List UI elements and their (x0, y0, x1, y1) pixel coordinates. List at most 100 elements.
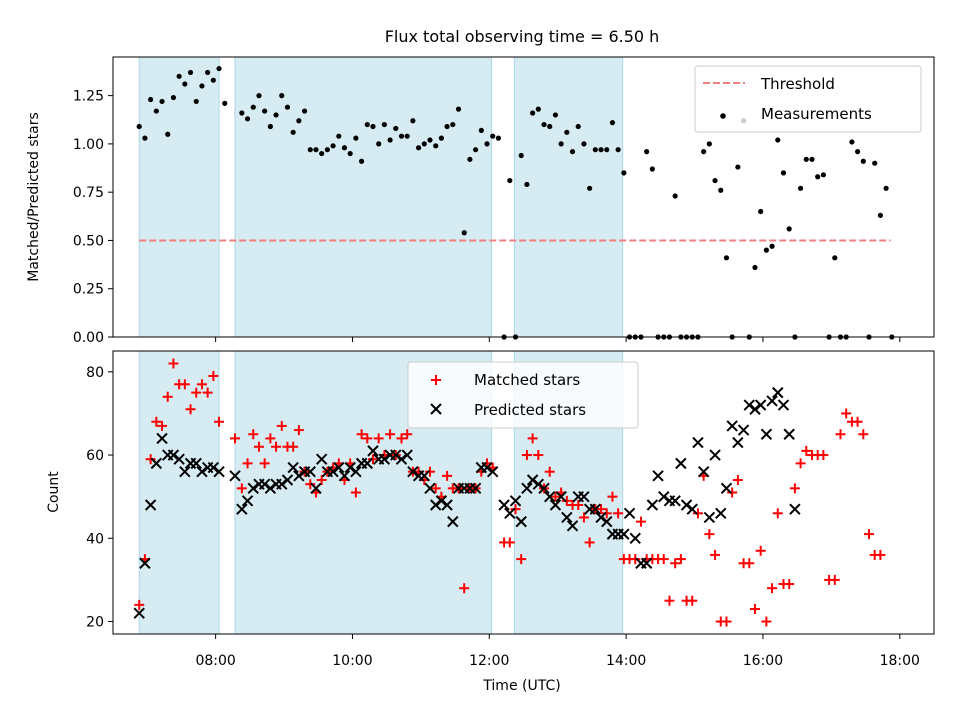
y-tick-label: 0.00 (73, 330, 104, 346)
matched-star-point (550, 491, 561, 502)
predicted-star-point (133, 607, 145, 619)
matched-star-point (367, 454, 378, 465)
predicted-star-point (509, 495, 522, 507)
predicted-star-point (732, 436, 744, 449)
matched-star-point (248, 429, 259, 440)
matched-star-point (687, 595, 698, 606)
measurement-point (165, 131, 171, 137)
measurement-point (621, 170, 627, 176)
matched-star-point (858, 429, 869, 440)
measurement-point (438, 135, 444, 141)
matched-star-point (692, 508, 703, 519)
measurement-point (364, 121, 370, 128)
predicted-star-point (549, 499, 562, 511)
predicted-star-point (640, 557, 653, 569)
measurement-point (450, 121, 456, 128)
matched-star-point (516, 554, 527, 565)
measurement-point (307, 147, 313, 153)
top-axis-ticks: 0.00 0.25 0.50 0.75 1.00 1.25 (73, 89, 901, 346)
measurement-point (341, 145, 348, 151)
measurement-point (581, 141, 587, 147)
observing-interval (138, 56, 220, 338)
matched-star-point (829, 574, 840, 585)
matched-star-point (288, 441, 299, 452)
bottom-legend-box (407, 361, 639, 429)
matched-star-point (664, 595, 675, 606)
predicted-star-point (241, 495, 254, 507)
matched-star-point (242, 458, 253, 469)
matched-star-point (424, 466, 435, 477)
matched-star-point (134, 599, 145, 610)
matched-star-point (362, 433, 373, 444)
predicted-star-point (515, 515, 527, 528)
matched-star-point (835, 429, 846, 440)
predicted-star-point (772, 386, 784, 399)
measurement-point (455, 106, 462, 112)
predicted-star-point (766, 395, 778, 407)
measurement-point (706, 141, 712, 147)
matched-star-point (459, 583, 470, 594)
predicted-star-point (401, 449, 413, 461)
predicted-star-point (504, 507, 516, 520)
measurement-point (358, 158, 365, 164)
matched-star-point (732, 475, 743, 486)
measurement-point (467, 156, 473, 162)
measurement-point (712, 177, 718, 184)
measurement-point (216, 65, 222, 72)
measurement-point (530, 110, 536, 116)
matched-star-point (168, 358, 179, 369)
measurement-point (592, 147, 598, 153)
measurement-point (547, 123, 553, 130)
measurement-point (758, 208, 764, 215)
measurement-point (803, 156, 809, 162)
predicted-star-point (686, 503, 698, 515)
measurement-point (718, 187, 724, 193)
matched-star-point (230, 433, 241, 444)
matched-star-point (385, 429, 396, 440)
predicted-star-point (703, 511, 716, 524)
measurement-point (330, 143, 336, 149)
top-plot-frame (112, 56, 935, 338)
predicted-star-point (429, 499, 442, 511)
bottom-panel: 20 40 60 80 08:00 10:00 12:00 14:00 16:00 18:00 C… (46, 350, 935, 694)
matched-legend-swatch (431, 375, 441, 385)
predicted-star-point (481, 461, 493, 474)
measurement-point (187, 69, 194, 76)
predicted-star-point (424, 482, 436, 495)
measurement-point (427, 137, 433, 143)
predicted-legend-swatch (430, 403, 442, 415)
predicted-star-point (196, 465, 208, 478)
matched-star-point (208, 370, 219, 381)
predicted-star-point (378, 453, 391, 465)
predicted-star-point (544, 490, 556, 503)
predicted-star-point (760, 428, 773, 440)
predicted-star-point (447, 515, 459, 528)
predicted-star-point (532, 478, 545, 490)
matched-star-point (818, 450, 829, 461)
predicted-star-point (789, 503, 801, 515)
measurement-point (860, 158, 866, 164)
x-tick-label: 10:00 (332, 653, 372, 669)
predicted-star-point (367, 445, 379, 457)
predicted-star-point (555, 490, 567, 503)
matched-star-point (276, 420, 287, 431)
predicted-star-point (743, 399, 755, 411)
measurement-point (797, 185, 804, 191)
bottom-legend: Matched stars Predicted stars (407, 361, 639, 429)
measurement-point (296, 118, 302, 124)
measurement-point (313, 147, 319, 153)
matched-star-point (755, 545, 766, 556)
measurement-point (786, 226, 792, 232)
predicted-star-point (469, 482, 482, 495)
matched-star-point (402, 429, 413, 440)
predicted-star-point (179, 465, 191, 478)
measurement-point (410, 118, 416, 124)
measurement-point (273, 112, 279, 118)
predicted-star-point (675, 457, 687, 470)
predicted-star-point (173, 453, 185, 465)
predicted-star-point (167, 449, 180, 461)
matched-star-point (527, 433, 538, 444)
predicted-star-point (435, 495, 448, 507)
